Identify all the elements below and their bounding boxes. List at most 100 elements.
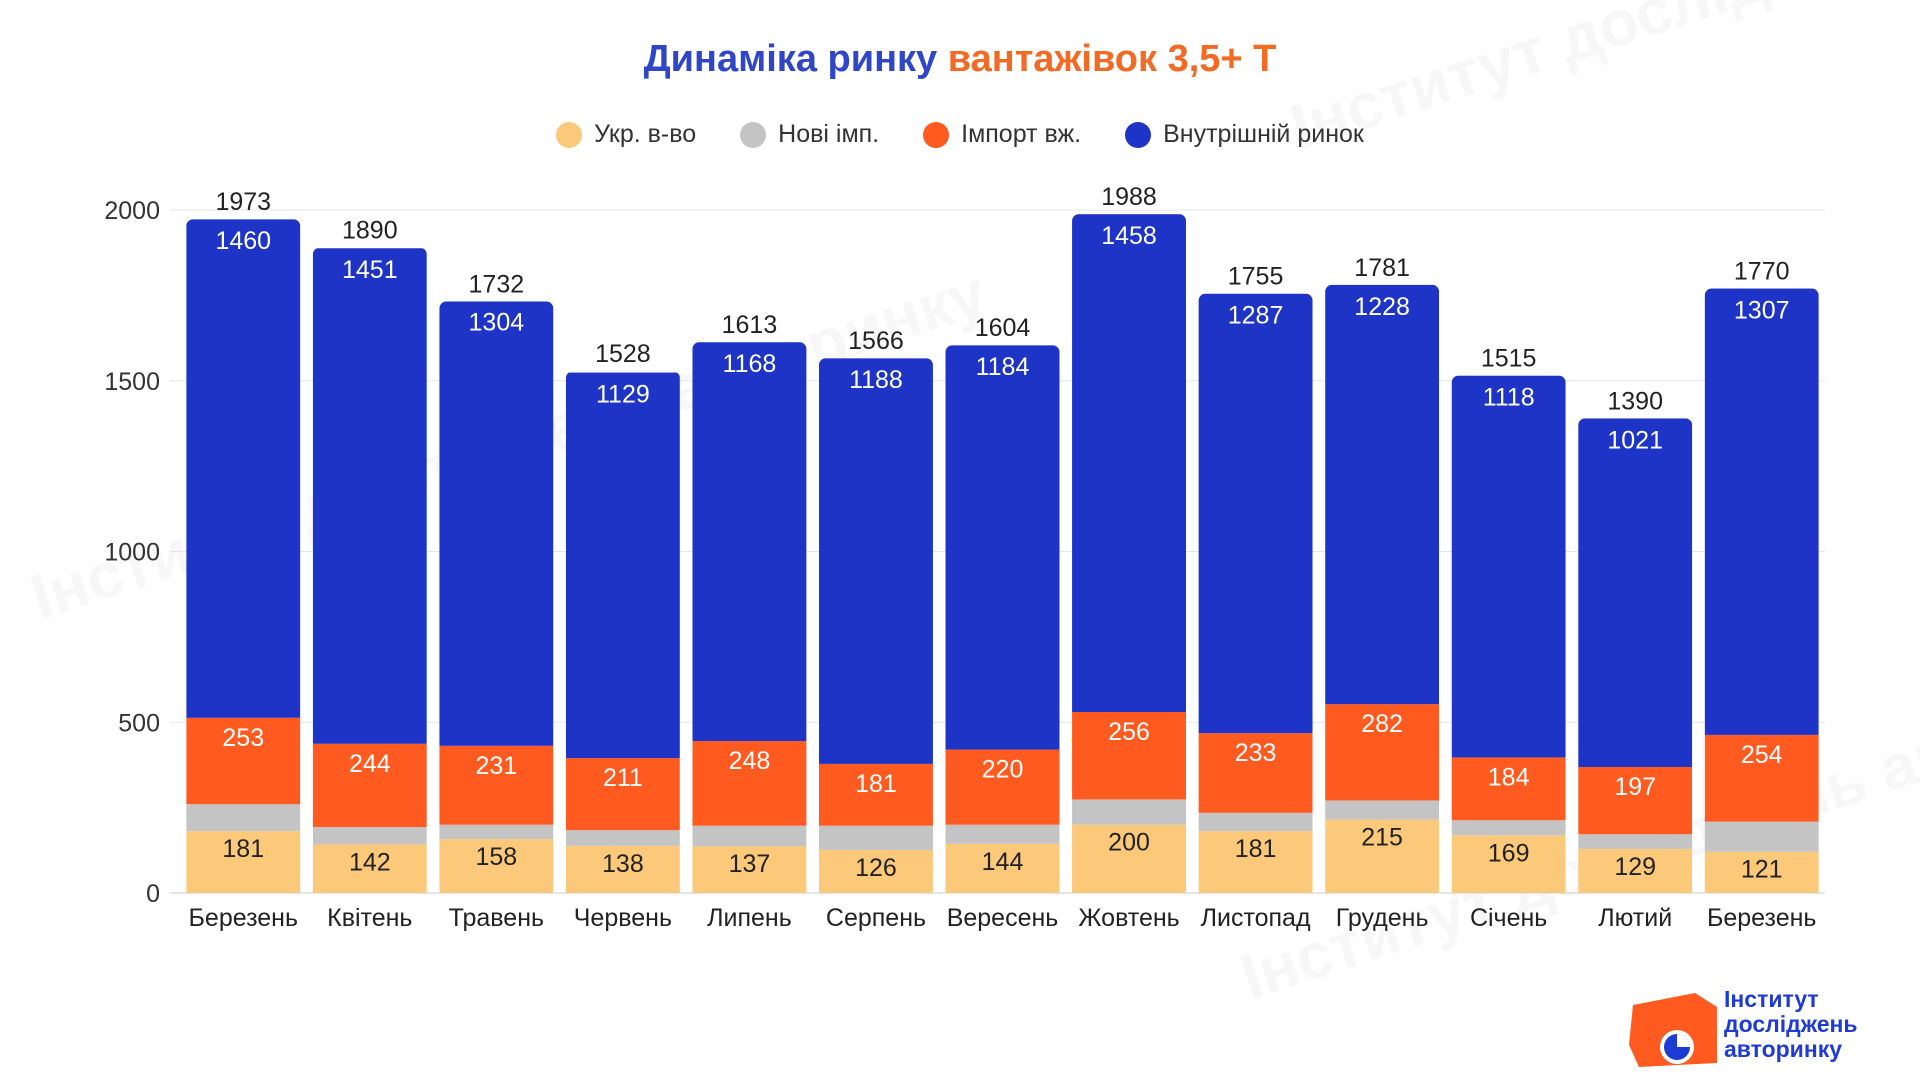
bar-segment — [1704, 734, 1819, 822]
x-tick-label: Лютий — [1598, 904, 1672, 932]
data-label: 244 — [349, 750, 391, 778]
bar-stack — [1198, 293, 1313, 893]
data-label: 137 — [729, 850, 771, 878]
data-label: 129 — [1614, 853, 1656, 881]
data-label: 1168 — [723, 350, 777, 378]
total-label: 1604 — [975, 314, 1031, 342]
total-label: 1781 — [1354, 254, 1410, 282]
bar-segment — [1325, 819, 1440, 893]
data-label: 144 — [982, 848, 1024, 876]
bar-segment — [1325, 704, 1440, 801]
bar-segment — [1451, 375, 1566, 758]
x-tick-label: Листопад — [1201, 904, 1311, 932]
bar-segment — [1578, 766, 1693, 835]
data-label: 215 — [1361, 824, 1403, 852]
bar-segment — [312, 844, 427, 893]
x-tick-label: Червень — [574, 904, 672, 932]
bar-segment — [1072, 712, 1187, 800]
bar-segment — [1325, 284, 1440, 705]
bar-segment — [1198, 831, 1313, 893]
bar-segment — [565, 758, 680, 831]
data-label: 254 — [1741, 741, 1783, 769]
legend-item-ukr: Укр. в-во — [556, 120, 696, 149]
total-label: 1566 — [848, 327, 904, 355]
total-label: 1528 — [595, 340, 651, 368]
data-label: 184 — [1488, 763, 1530, 791]
x-tick-label: Липень — [707, 904, 792, 932]
bar-segment — [692, 741, 807, 826]
bar-stack — [565, 372, 680, 893]
legend-label: Внутрішній ринок — [1163, 120, 1364, 148]
x-tick-label: Березень — [189, 904, 299, 932]
bar-segment — [565, 845, 680, 893]
bar-stack — [186, 219, 301, 893]
bar-segment — [692, 825, 807, 847]
data-label: 1307 — [1734, 297, 1790, 325]
total-label: 1890 — [342, 217, 398, 245]
legend-label: Імпорт вж. — [961, 120, 1082, 148]
bar-segment — [818, 358, 933, 764]
bar-segment — [945, 824, 1060, 844]
x-tick-label: Вересень — [947, 904, 1059, 932]
legend-label: Нові імп. — [778, 120, 880, 148]
data-label: 197 — [1614, 773, 1656, 801]
chart-title-part2: вантажівок 3,5+ Т — [947, 38, 1277, 80]
data-label: 158 — [475, 843, 517, 871]
legend-dot-icon — [923, 121, 950, 148]
data-label: 256 — [1108, 718, 1150, 746]
data-label: 211 — [603, 764, 643, 792]
legend-dot-icon — [1125, 121, 1152, 148]
data-label: 220 — [982, 756, 1024, 784]
data-label: 1304 — [469, 308, 525, 336]
chart-title: Динаміка ринку вантажівок 3,5+ Т — [0, 38, 1920, 81]
bar-segment — [1072, 214, 1187, 713]
bar-stack — [945, 345, 1060, 893]
data-label: 1451 — [342, 256, 398, 284]
data-label: 200 — [1108, 829, 1150, 857]
total-label: 1613 — [722, 311, 778, 339]
data-label: 1118 — [1483, 384, 1535, 412]
bar-segment — [1325, 800, 1440, 820]
x-tick-label: Серпень — [826, 904, 926, 932]
y-tick-label: 500 — [118, 709, 160, 737]
bar-stack — [1451, 375, 1566, 893]
bar-segment — [439, 824, 554, 840]
bar-stack — [1325, 284, 1440, 893]
bar-segment — [1451, 835, 1566, 893]
bar-segment — [1704, 288, 1819, 735]
bar-segment — [565, 830, 680, 846]
x-tick-label: Січень — [1470, 904, 1547, 932]
bar-segment — [1451, 757, 1566, 821]
data-label: 1458 — [1101, 222, 1157, 250]
total-label: 1755 — [1228, 263, 1284, 291]
total-label: 1390 — [1607, 387, 1663, 415]
legend-dot-icon — [740, 121, 767, 148]
bar-segment — [186, 804, 301, 832]
y-tick-label: 1500 — [104, 368, 160, 396]
bar-segment — [945, 843, 1060, 893]
bar-segment — [1578, 848, 1693, 893]
bar-segment — [818, 825, 933, 850]
bar-segment — [1578, 418, 1693, 767]
x-tick-label: Квітень — [327, 904, 412, 932]
data-label: 233 — [1235, 739, 1277, 767]
bar-segment — [565, 372, 680, 759]
bar-stack — [1578, 418, 1693, 893]
bar-stack — [312, 248, 427, 893]
bar-segment — [945, 345, 1060, 750]
data-label: 231 — [475, 752, 517, 780]
total-label: 1973 — [215, 188, 271, 216]
bar-segment — [1451, 820, 1566, 836]
bar-segment — [1198, 812, 1313, 832]
legend-item-used-import: Імпорт вж. — [923, 120, 1081, 149]
total-label: 1515 — [1481, 345, 1537, 373]
total-label: 1988 — [1101, 183, 1157, 211]
data-label: 1460 — [215, 227, 271, 255]
bar-stack — [1704, 288, 1819, 893]
bar-stack — [1072, 214, 1187, 893]
bar-segment — [1072, 824, 1187, 893]
bar-segment — [692, 342, 807, 742]
total-label: 1732 — [469, 271, 525, 299]
data-label: 169 — [1488, 839, 1530, 867]
bar-segment — [818, 763, 933, 826]
